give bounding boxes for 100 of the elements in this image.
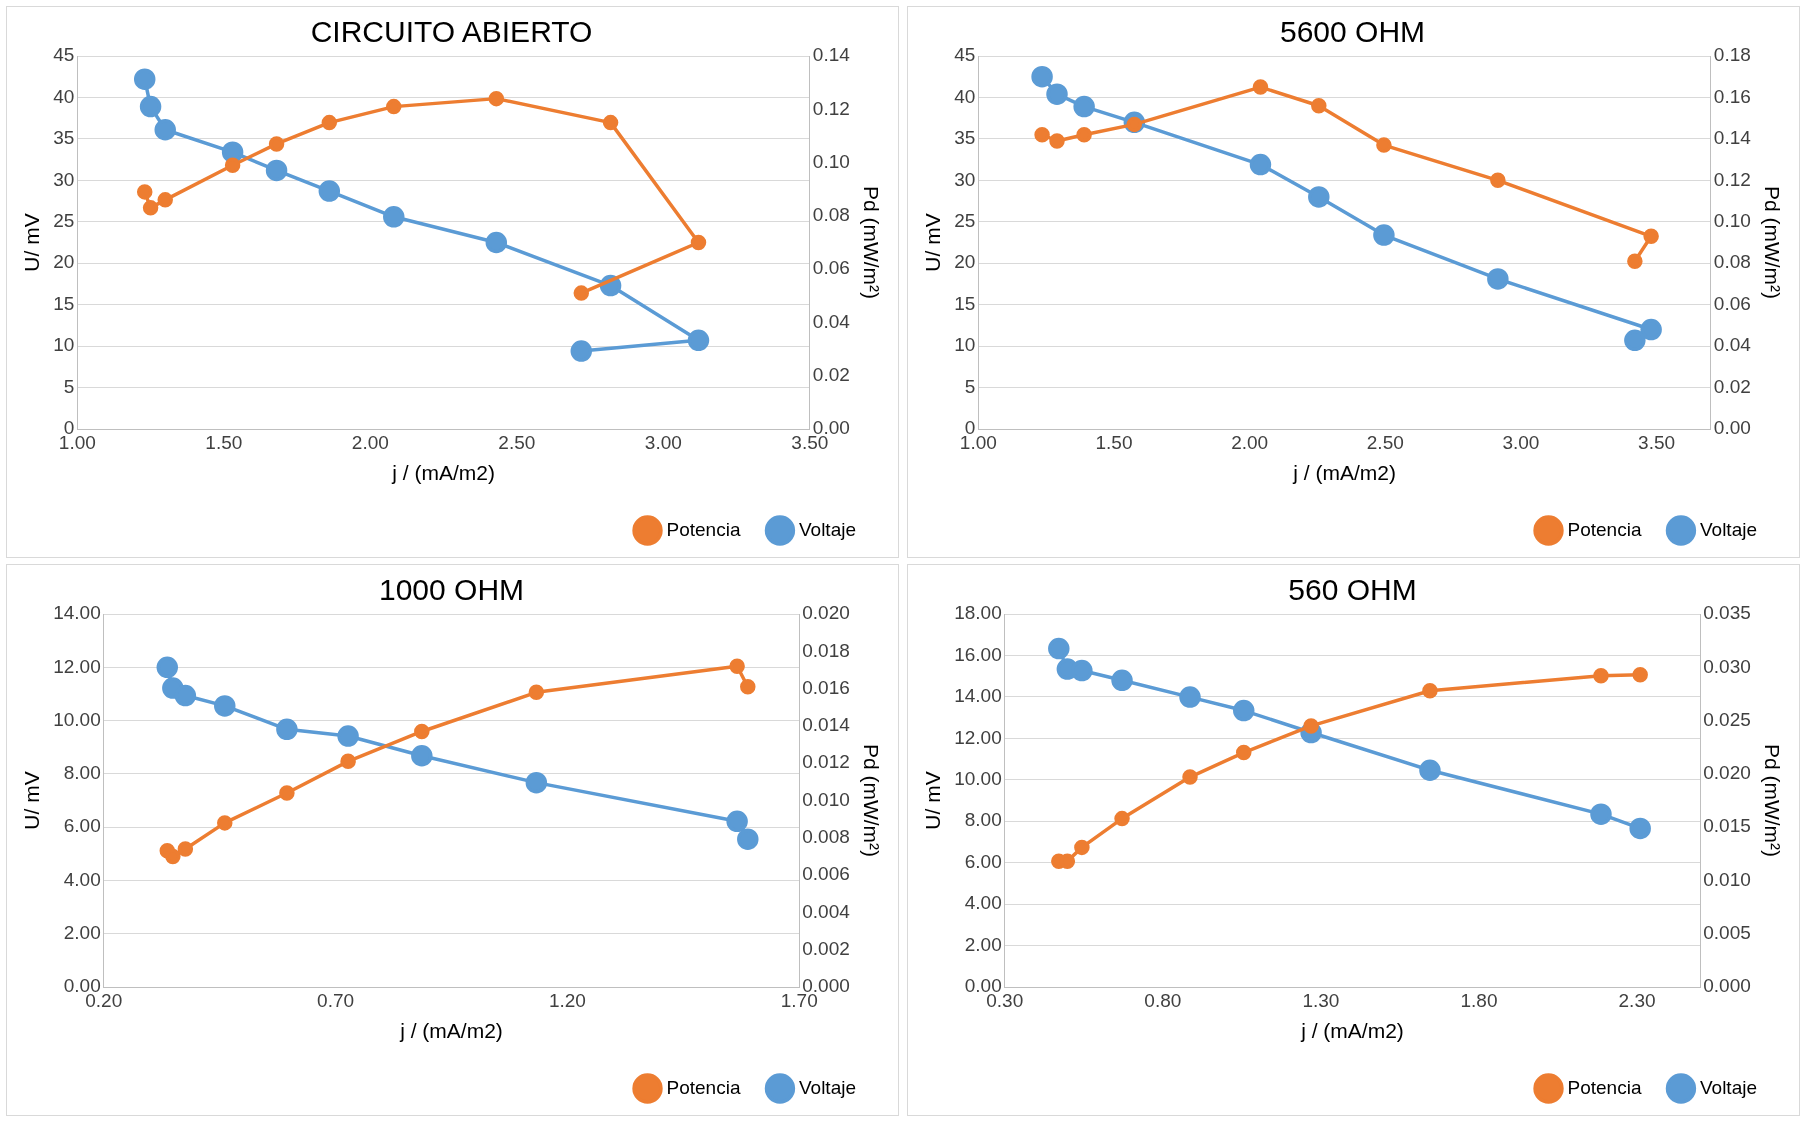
point [1034,126,1050,143]
y2-tick-label: 0.12 [1713,168,1751,190]
y-tick-label: 14.00 [954,685,1002,707]
y2-tick-label: 0.035 [1703,602,1751,624]
x-tick-label: 0.80 [1144,989,1182,1011]
y2-tick-label: 0.014 [802,714,851,736]
y-tick-label: 30 [954,168,976,190]
point [1632,667,1648,683]
y-tick-label: 8.00 [63,762,101,784]
legend-label: Voltaje [798,1076,856,1098]
y2-tick-label: 0.08 [812,204,850,226]
y-axis-title: U/ mV [20,771,44,830]
y-tick-label: 6.00 [964,850,1002,872]
point [570,340,593,362]
point [1236,744,1252,761]
legend-label: Potencia [1567,518,1642,540]
x-tick-label: 3.00 [1502,431,1540,453]
point [1640,318,1662,341]
y2-tick-label: 0.04 [812,310,851,332]
point [1074,839,1090,856]
y2-axis-title: Pd (mW/m²) [1760,743,1784,858]
legend-label: Voltaje [1699,1076,1757,1098]
x-tick-label: 1.20 [548,989,586,1011]
point [1373,224,1395,246]
y2-tick-label: 0.016 [802,676,850,698]
chart-title: 5600 OHM [1279,15,1426,49]
point [221,141,244,163]
y-tick-label: 25 [53,210,75,232]
point [1376,137,1392,153]
y2-tick-label: 0.06 [1713,292,1751,314]
x-axis-title: j / (mA/m2) [1300,1019,1404,1043]
y2-tick-label: 0.008 [802,826,850,848]
legend-label: Potencia [666,518,741,540]
point [1182,769,1198,785]
y2-tick-label: 0.10 [812,150,850,172]
point [1419,759,1441,781]
x-tick-label: 1.50 [205,431,243,453]
y-tick-label: 18.00 [954,602,1002,624]
y-tick-label: 15 [53,292,75,314]
point [157,192,173,208]
legend-label: Voltaje [798,518,856,540]
y-tick-label: 8.00 [964,809,1002,831]
x-tick-label: 2.50 [1366,431,1404,453]
y-tick-label: 4.00 [63,868,101,890]
point [1179,686,1201,708]
y-tick-label: 30 [53,168,75,190]
legend-label: Potencia [1567,1076,1642,1098]
y2-tick-label: 0.00 [1713,417,1751,439]
x-tick-label: 0.70 [317,989,355,1011]
point [174,684,197,707]
point [383,206,405,228]
point [1073,95,1095,118]
y-tick-label: 2.00 [964,933,1002,955]
x-tick-label: 3.00 [644,431,682,453]
point [1629,817,1651,840]
point [142,200,159,216]
y-tick-label: 10 [53,334,75,356]
y2-tick-label: 0.018 [802,639,850,661]
point [1590,803,1612,825]
point [1487,268,1509,290]
point [133,68,156,90]
x-axis-title: j / (mA/m2) [1292,461,1396,485]
y2-tick-label: 0.015 [1703,815,1751,837]
x-axis-title: j / (mA/m2) [391,461,495,485]
point [525,771,548,794]
y-tick-label: 45 [954,44,976,66]
point [528,684,545,701]
y-axis-title: U/ mV [921,213,945,272]
point [214,695,236,717]
y2-tick-label: 0.004 [802,900,851,922]
y2-tick-label: 0.012 [802,751,850,773]
y-tick-label: 35 [954,127,976,149]
legend-label: Voltaje [1699,518,1757,540]
point [340,753,356,770]
y-tick-label: 2.00 [63,921,101,943]
point [1111,669,1133,692]
y2-tick-label: 0.14 [1713,127,1752,149]
chart-title: 560 OHM [1288,573,1417,607]
y2-tick-label: 0.06 [812,257,850,279]
point [1643,228,1659,245]
y2-tick-label: 0.020 [802,602,850,624]
y-tick-label: 20 [954,251,976,273]
point [1249,153,1272,176]
y2-tick-label: 0.000 [1703,975,1751,997]
point [321,114,338,131]
y-tick-label: 14.00 [53,602,101,624]
x-tick-label: 2.30 [1618,989,1656,1011]
legend-label: Potencia [666,1076,741,1098]
y2-tick-label: 0.030 [1703,655,1751,677]
y-tick-label: 25 [954,210,976,232]
point [1593,668,1609,684]
point [139,95,162,118]
point [1049,133,1065,149]
y-tick-label: 35 [53,127,75,149]
point [602,114,619,131]
point [687,329,710,352]
point [488,90,505,107]
point [1311,97,1327,114]
y-tick-label: 10.00 [954,768,1002,790]
point [1046,83,1068,105]
